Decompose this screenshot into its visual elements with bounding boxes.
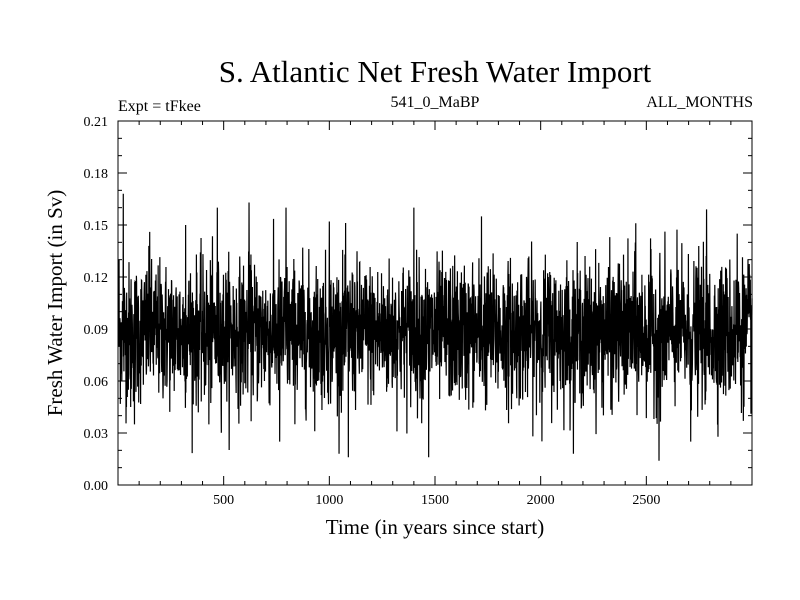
months-label: ALL_MONTHS xyxy=(646,94,753,111)
y-tick-label: 0.06 xyxy=(84,375,109,390)
x-tick-label: 1000 xyxy=(315,493,343,508)
y-tick-label: 0.15 xyxy=(84,219,109,234)
y-tick-label: 0.09 xyxy=(84,323,109,338)
x-axis-label: Time (in years since start) xyxy=(326,515,545,539)
y-tick-label: 0.12 xyxy=(84,271,109,286)
x-tick-label: 1500 xyxy=(421,493,449,508)
x-tick-label: 2500 xyxy=(632,493,660,508)
y-axis: 0.00 0.03 0.06 0.09 0.12 0.15 0.18 0.21 xyxy=(84,115,752,494)
y-tick-label: 0.18 xyxy=(84,167,109,182)
chart-title: S. Atlantic Net Fresh Water Import xyxy=(219,54,652,89)
x-axis: 500 1000 1500 2000 2500 xyxy=(138,121,732,508)
experiment-label: Expt = tFkee xyxy=(118,98,201,115)
series-group xyxy=(117,193,753,461)
y-tick-label: 0.03 xyxy=(84,427,109,442)
x-tick-label: 500 xyxy=(213,493,234,508)
y-axis-label: Fresh Water Import (in Sv) xyxy=(43,190,67,417)
y-tick-label: 0.00 xyxy=(84,479,109,494)
x-tick-label: 2000 xyxy=(527,493,555,508)
y-tick-label: 0.21 xyxy=(84,115,109,130)
period-label: 541_0_MaBP xyxy=(391,94,480,111)
series-line xyxy=(117,193,753,461)
